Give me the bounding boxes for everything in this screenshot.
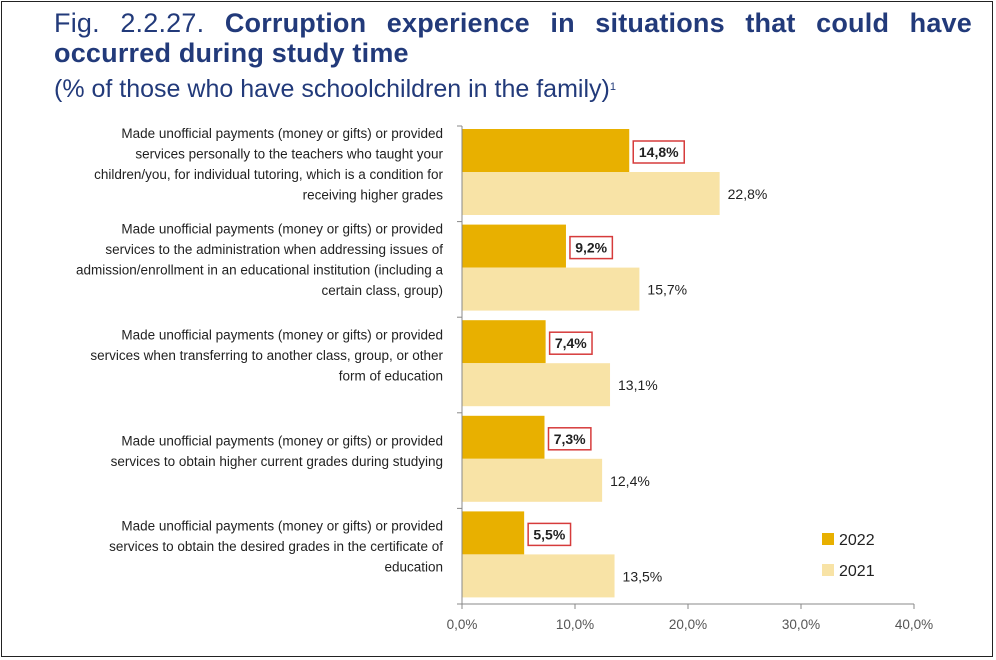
- category-label-line: Made unofficial payments (money or gifts…: [121, 519, 443, 534]
- bar-2022: [462, 224, 566, 268]
- legend-swatch-2021: [822, 564, 834, 576]
- category-label-line: Made unofficial payments (money or gifts…: [121, 222, 443, 237]
- bar-2021: [462, 458, 603, 502]
- bar-2022: [462, 129, 630, 172]
- highlight-box: [569, 235, 614, 260]
- highlight-box: [527, 522, 572, 547]
- value-label-2021: 13,1%: [618, 377, 658, 393]
- value-label-2021: 15,7%: [647, 282, 687, 298]
- figure-subtitle: (% of those who have schoolchildren in t…: [54, 74, 972, 104]
- figure-header: Fig. 2.2.27. Corruption experience in si…: [54, 8, 972, 104]
- category-label-line: education: [384, 560, 443, 575]
- category-label-line: services to obtain higher current grades…: [111, 454, 443, 469]
- bar-2022: [462, 415, 545, 459]
- legend-swatch-2022: [822, 533, 834, 545]
- figure-title-text: Corruption experience in situations that…: [54, 8, 972, 68]
- value-label-2022: 9,2%: [575, 240, 607, 256]
- category-label-line: services when transferring to another cl…: [90, 348, 443, 363]
- category-label: Made unofficial payments (money or gifts…: [111, 433, 443, 469]
- value-label-2021: 12,4%: [610, 473, 650, 489]
- x-tick-label: 0,0%: [447, 617, 478, 632]
- category-label-line: certain class, group): [321, 283, 443, 298]
- value-label-2021: 22,8%: [728, 186, 768, 202]
- highlight-box: [548, 331, 593, 355]
- category-label: Made unofficial payments (money or gifts…: [90, 328, 443, 384]
- category-label: Made unofficial payments (money or gifts…: [94, 126, 443, 203]
- highlight-box: [632, 140, 685, 164]
- value-label-2022: 5,5%: [533, 526, 565, 542]
- bar-2021: [462, 554, 615, 598]
- category-label-line: children/you, for individual tutoring, w…: [94, 167, 443, 182]
- category-label-line: services to obtain the desired grades in…: [109, 539, 443, 554]
- value-label-2022: 7,3%: [554, 431, 586, 447]
- category-label-line: services to the administration when addr…: [105, 242, 443, 257]
- category-label-line: Made unofficial payments (money or gifts…: [121, 126, 443, 141]
- bar-2021: [462, 267, 640, 311]
- category-label-line: Made unofficial payments (money or gifts…: [121, 433, 443, 448]
- category-label-line: Made unofficial payments (money or gifts…: [121, 328, 443, 343]
- bar-2022: [462, 320, 546, 364]
- value-label-2022: 14,8%: [639, 144, 679, 160]
- x-tick-label: 10,0%: [556, 617, 594, 632]
- value-label-2021: 13,5%: [623, 568, 663, 584]
- x-tick-label: 20,0%: [669, 617, 707, 632]
- legend-label-2022: 2022: [839, 532, 875, 549]
- category-label-line: services personally to the teachers who …: [135, 147, 443, 162]
- footnote-marker: 1: [609, 81, 616, 93]
- x-tick-label: 30,0%: [782, 617, 820, 632]
- highlight-box: [547, 427, 592, 451]
- category-label: Made unofficial payments (money or gifts…: [76, 222, 443, 299]
- figure-title: Fig. 2.2.27. Corruption experience in si…: [54, 8, 972, 68]
- category-label: Made unofficial payments (money or gifts…: [109, 519, 443, 575]
- category-label-line: receiving higher grades: [303, 188, 444, 203]
- x-tick-label: 40,0%: [895, 617, 933, 632]
- value-label-2022: 7,4%: [555, 335, 587, 351]
- bar-2021: [462, 363, 611, 407]
- figure-number: Fig. 2.2.27.: [54, 8, 205, 38]
- bar-2021: [462, 172, 720, 215]
- category-label-line: form of education: [339, 369, 443, 384]
- figure-subtitle-text: (% of those who have schoolchildren in t…: [54, 75, 610, 103]
- category-label-line: admission/enrollment in an educational i…: [76, 263, 443, 278]
- bar-2022: [462, 511, 525, 555]
- legend-label-2021: 2021: [839, 563, 875, 580]
